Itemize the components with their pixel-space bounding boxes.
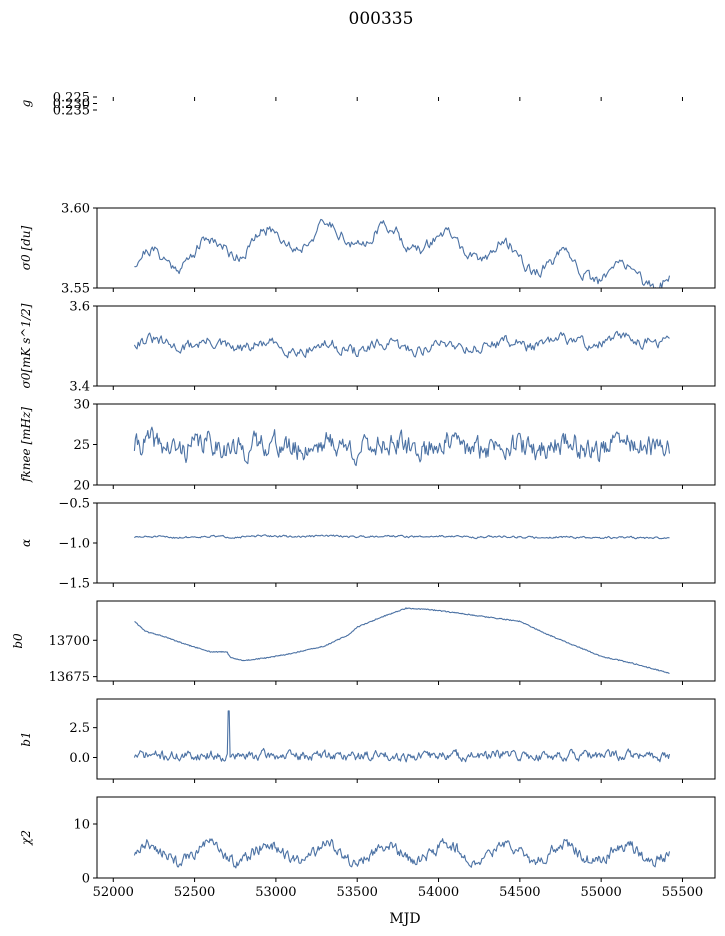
y-axis-label: α [19, 539, 33, 547]
x-axis-label: MJD [389, 911, 420, 927]
y-tick-label: 30 [73, 398, 90, 413]
series-group [134, 218, 671, 288]
series-line-1 [134, 101, 669, 107]
x-tick-label: 54000 [418, 885, 459, 900]
y-tick-label: 13675 [49, 670, 90, 685]
series-line-1 [133, 330, 670, 359]
series-group [134, 607, 670, 675]
x-tick-label: 54500 [499, 885, 540, 900]
y-tick-label: −1.5 [58, 577, 90, 592]
figure-title: 000335 [349, 9, 414, 29]
y-tick-label: 3.60 [61, 202, 90, 217]
series-edge-spike [133, 97, 134, 110]
series-group [133, 330, 670, 359]
x-tick-label: 52000 [93, 885, 134, 900]
axes-frame [96, 502, 716, 584]
panel-7: 0.0 2.5 b1 [19, 698, 716, 783]
series-line-1 [134, 607, 670, 675]
axes-frame [96, 698, 716, 780]
y-tick-label: 2.5 [69, 721, 90, 736]
y-tick-label: 3.55 [61, 282, 90, 297]
series-group [133, 710, 671, 763]
y-tick-label: 13700 [49, 634, 90, 649]
series-line-1 [134, 218, 671, 288]
axes-frame [96, 207, 716, 289]
y-axis-label: g [19, 99, 33, 107]
panel-5: −1.5 −1.0 −0.5 α [19, 497, 716, 592]
series-line-1 [133, 426, 671, 467]
series-group [131, 97, 669, 110]
x-tick-label: 52500 [174, 885, 215, 900]
x-tick-label: 53500 [337, 885, 378, 900]
y-tick-label: 0 [82, 872, 90, 887]
y-tick-label: 0.230 [53, 97, 90, 112]
series-line-1 [134, 534, 670, 540]
panel-4: 20 25 30 fknee [mHz] [19, 398, 716, 494]
y-tick-label: −0.5 [58, 497, 90, 512]
x-tick-label: 55000 [580, 885, 621, 900]
panel-6: 13675 13700 b0 [11, 600, 716, 685]
y-tick-label: 10 [73, 818, 90, 833]
series-group [133, 426, 671, 467]
y-tick-label: 3.4 [69, 380, 90, 395]
axes-frame [96, 600, 716, 682]
axes-frame [96, 796, 716, 879]
y-tick-label: 0.225 [53, 91, 90, 106]
y-axis-label: χ2 [19, 830, 33, 846]
panel-3: 3.4 3.6 σ0[mK s^1/2] [19, 300, 716, 395]
y-tick-label: 0.235 [53, 104, 90, 119]
y-axis-label: b0 [11, 633, 25, 649]
y-axis-label: fknee [mHz] [19, 407, 33, 483]
x-tick-label: 55500 [662, 885, 703, 900]
y-tick-label: 20 [73, 479, 90, 494]
axes-frame [96, 305, 716, 387]
y-tick-label: 0.0 [69, 751, 90, 766]
y-tick-label: 3.6 [69, 300, 90, 315]
x-tick-label: 53000 [255, 885, 296, 900]
y-tick-label: −1.0 [58, 537, 90, 552]
y-axis-label: σ0 [du] [19, 225, 33, 270]
series-line-2 [131, 102, 669, 107]
series-line-1 [133, 710, 671, 763]
series-line-1 [133, 838, 671, 869]
y-axis-label: b1 [19, 731, 33, 746]
y-tick-label: 25 [73, 438, 90, 453]
panel-2: 3.55 3.60 σ0 [du] [19, 202, 716, 297]
series-group [133, 838, 671, 869]
panel-8: 52000 52500 53000 53500 54000 54500 55000 55500… [19, 796, 716, 900]
y-axis-label: σ0[mK s^1/2] [19, 303, 33, 388]
series-group [134, 534, 670, 540]
